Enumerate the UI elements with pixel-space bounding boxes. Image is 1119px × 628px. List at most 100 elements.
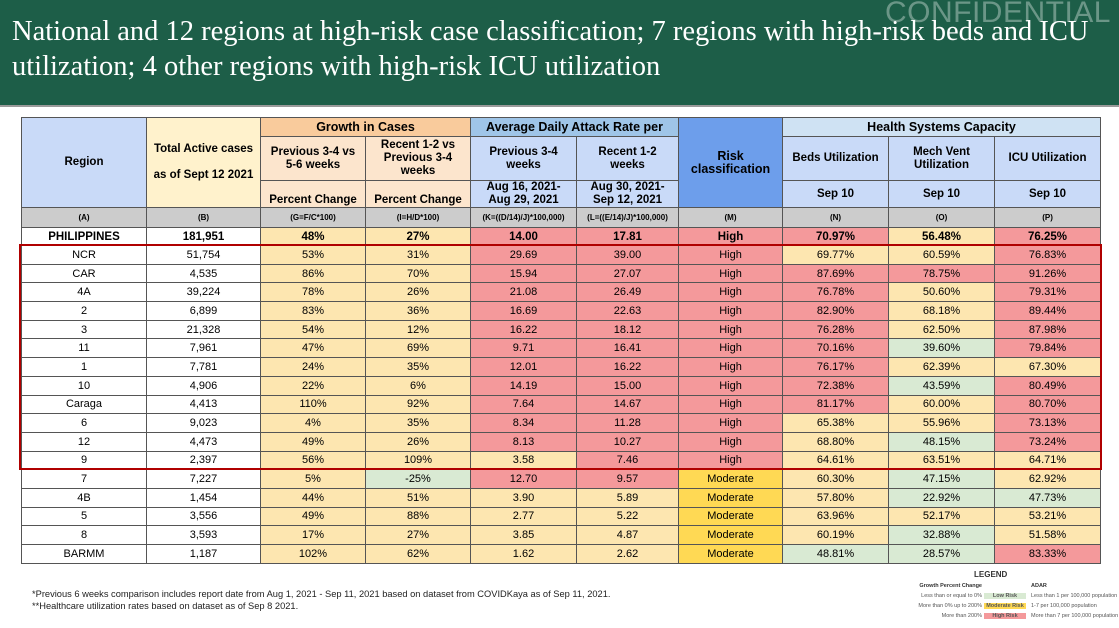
table-row: 10 4,906 22% 6% 14.19 15.00 High 72.38% 43.59% 80…: [21, 375, 1102, 396]
header-adar-recent-dates: Aug 30, 2021- Sep 12, 2021: [576, 180, 680, 208]
cell-mech-vent: 78.75%: [888, 263, 996, 284]
cell-adar-recent: 14.67: [576, 394, 680, 415]
slide-title: National and 12 regions at high-risk cas…: [12, 16, 1089, 82]
cell-adar-prev: 3.58: [470, 450, 578, 471]
cell-region: 10: [21, 375, 147, 396]
cell-adar-prev: 12.70: [470, 469, 578, 489]
cell-mech-vent: 52.17%: [888, 506, 996, 527]
footnotes: *Previous 6 weeks comparison includes re…: [32, 588, 610, 612]
cell-icu: 53.21%: [994, 506, 1102, 527]
header-hsc-group: Health Systems Capacity: [782, 117, 1102, 137]
cell-adar-prev: 8.34: [470, 413, 578, 433]
legend-adar-header: ADAR: [1031, 583, 1047, 589]
table-row: 3 21,328 54% 12% 16.22 18.12 High 76.28% 62.50% 8…: [21, 319, 1102, 340]
cell-mech-vent: 56.48%: [888, 227, 996, 246]
table-row: 9 2,397 56% 109% 3.58 7.46 High 64.61% 63.51% 64.…: [21, 450, 1102, 471]
cell-region: 3: [21, 319, 147, 340]
cell-region: 4B: [21, 487, 147, 508]
cell-region: 1: [21, 357, 147, 377]
table-row: BARMM 1,187 102% 62% 1.62 2.62 Moderate 48.81% 2…: [21, 544, 1102, 564]
cell-total-active: 21,328: [146, 319, 261, 340]
legend-adar-high: More than 7 per 100,000 population: [1031, 613, 1119, 619]
cell-icu: 47.73%: [994, 487, 1102, 508]
header-adar-recent: Recent 1-2 weeks: [576, 136, 680, 181]
table-row: Caraga 4,413 110% 92% 7.64 14.67 High 81.17% 60.…: [21, 394, 1102, 415]
cell-growth-recent: 26%: [364, 282, 472, 303]
cell-growth-recent: 70%: [364, 263, 472, 284]
cell-icu: 62.92%: [994, 469, 1102, 489]
national-row: PHILIPPINES 181,951 48% 27% 14.00 17.81 High 70…: [21, 227, 1102, 246]
cell-icu: 73.24%: [994, 431, 1102, 452]
cell-icu: 87.98%: [994, 319, 1102, 340]
cell-beds: 60.30%: [782, 469, 890, 489]
legend-growth-moderate: More than 0% up to 200%: [918, 603, 982, 609]
cell-mech-vent: 39.60%: [888, 338, 996, 359]
cell-region: 2: [21, 301, 147, 321]
cell-total-active: 2,397: [146, 450, 261, 471]
cell-beds: 70.97%: [782, 227, 890, 246]
header-mech-vent: Mech Vent Utilization: [888, 136, 996, 181]
header-icu: ICU Utilization: [994, 136, 1102, 181]
cell-risk: Moderate: [678, 544, 784, 564]
legend-adar-moderate: 1-7 per 100,000 population: [1031, 603, 1097, 609]
header-region: Region: [21, 117, 147, 208]
cell-mech-vent: 68.18%: [888, 301, 996, 321]
cell-growth-recent: 36%: [364, 301, 472, 321]
cell-mech-vent: 22.92%: [888, 487, 996, 508]
cell-adar-prev: 8.13: [470, 431, 578, 452]
cell-growth-prev: 22%: [260, 375, 366, 396]
header-growth-group: Growth in Cases: [259, 117, 472, 137]
cell-growth-prev: 54%: [260, 319, 366, 340]
cell-adar-recent: 27.07: [576, 263, 680, 284]
cell-total-active: 39,224: [146, 282, 261, 303]
cell-growth-prev: 17%: [260, 525, 366, 545]
cell-adar-recent: 5.89: [576, 487, 680, 508]
header-adar-prev-dates: Aug 16, 2021- Aug 29, 2021: [470, 180, 578, 208]
cell-beds: 60.19%: [782, 525, 890, 545]
cell-region: NCR: [21, 245, 147, 265]
cell-beds: 63.96%: [782, 506, 890, 527]
cell-total-active: 51,754: [146, 245, 261, 265]
cell-growth-prev: 4%: [260, 413, 366, 433]
cell-icu: 91.26%: [994, 263, 1102, 284]
legend-moderate-risk: Moderate Risk: [984, 603, 1026, 609]
header-total-active: Total Active cases as of Sept 12 2021: [146, 117, 261, 208]
cell-growth-recent: -25%: [364, 469, 472, 489]
cell-mech-vent: 60.00%: [888, 394, 996, 415]
cell-mech-vent: 50.60%: [888, 282, 996, 303]
cell-adar-prev: 1.62: [470, 544, 578, 564]
cell-adar-recent: 4.87: [576, 525, 680, 545]
header-icu-date: Sep 10: [994, 180, 1102, 208]
header-risk: Risk classification: [678, 117, 784, 208]
cell-adar-prev: 29.69: [470, 245, 578, 265]
cell-risk: High: [678, 227, 784, 246]
cell-total-active: 7,781: [146, 357, 261, 377]
cell-adar-prev: 12.01: [470, 357, 578, 377]
cell-growth-prev: 44%: [260, 487, 366, 508]
cell-region: CAR: [21, 263, 147, 284]
cell-region: 12: [21, 431, 147, 452]
cell-risk: High: [678, 301, 784, 321]
cell-icu: 73.13%: [994, 413, 1102, 433]
cell-beds: 68.80%: [782, 431, 890, 452]
cell-region: 11: [21, 338, 147, 359]
cell-growth-prev: 53%: [260, 245, 366, 265]
cell-region: 4A: [21, 282, 147, 303]
cell-growth-recent: 27%: [364, 525, 472, 545]
cell-risk: High: [678, 282, 784, 303]
letter-growth-recent: (I=H/D*100): [364, 207, 472, 228]
legend-growth-high: More than 200%: [941, 613, 982, 619]
letter-beds: (N): [782, 207, 890, 228]
cell-total-active: 4,906: [146, 375, 261, 396]
cell-growth-recent: 92%: [364, 394, 472, 415]
cell-growth-prev: 110%: [260, 394, 366, 415]
cell-growth-recent: 26%: [364, 431, 472, 452]
header-mv-date: Sep 10: [888, 180, 996, 208]
cell-growth-recent: 6%: [364, 375, 472, 396]
header-growth-prev: Previous 3-4 vs 5-6 weeks: [260, 136, 366, 181]
cell-total-active: 4,473: [146, 431, 261, 452]
cell-growth-prev: 83%: [260, 301, 366, 321]
cell-adar-prev: 16.22: [470, 319, 578, 340]
letter-total-active: (B): [146, 207, 261, 228]
cell-total-active: 7,227: [146, 469, 261, 489]
